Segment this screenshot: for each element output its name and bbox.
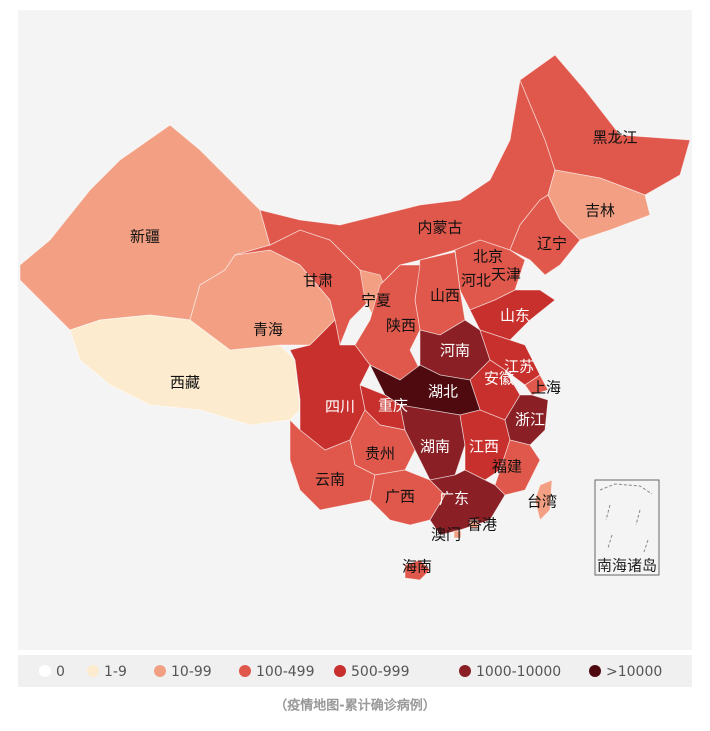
caption: （疫情地图-累计确诊病例） (274, 698, 435, 714)
province (469, 519, 479, 529)
province-label: 浙江 (515, 411, 545, 429)
province-label: 甘肃 (303, 272, 333, 290)
province-label: 青海 (253, 321, 283, 339)
legend-label: 1-9 (104, 664, 127, 680)
legend-swatch (239, 665, 251, 677)
province (453, 530, 462, 539)
province-label: 内蒙古 (417, 219, 462, 237)
inset-label: 南海诸岛 (597, 557, 657, 575)
province-label: 西藏 (170, 374, 200, 392)
province-label: 广西 (385, 488, 415, 506)
province-label: 贵州 (365, 445, 395, 463)
province-label: 福建 (492, 458, 522, 476)
province (509, 194, 581, 276)
province-label: 山东 (500, 307, 530, 325)
province-label: 江西 (469, 438, 499, 456)
legend: 0 1-9 10-99 100-499 500-999 1000-10000 >10000 (39, 664, 662, 680)
province-label: 香港 (467, 516, 497, 534)
province-layer (19, 54, 691, 581)
province (404, 559, 431, 581)
legend-label: 10-99 (171, 664, 212, 680)
province-label: 四川 (325, 398, 355, 416)
province-label: 云南 (315, 471, 345, 489)
legend-label: 1000-10000 (476, 664, 561, 680)
province-label: 湖南 (420, 438, 450, 456)
province (429, 469, 506, 536)
legend-label: 500-999 (351, 664, 410, 680)
legend-swatch (334, 665, 346, 677)
legend-bar (18, 655, 692, 687)
province-label: 江苏 (504, 358, 534, 376)
legend-label: >10000 (606, 664, 662, 680)
province-label: 辽宁 (537, 235, 567, 253)
legend-swatch (459, 665, 471, 677)
province-label: 陕西 (386, 317, 416, 335)
legend-swatch (154, 665, 166, 677)
legend-swatch (87, 665, 99, 677)
legend-swatch (39, 665, 51, 677)
province-label: 重庆 (378, 397, 408, 415)
province-label: 广东 (439, 490, 469, 508)
province-label: 山西 (430, 287, 460, 305)
province (289, 319, 371, 451)
province-label: 北京 (473, 248, 503, 266)
south-sea-inset: 南海诸岛 (594, 479, 660, 576)
province-label: 澳门 (431, 526, 461, 544)
province-label: 黑龙江 (592, 129, 637, 147)
legend-swatch (589, 665, 601, 677)
province (524, 374, 549, 396)
province-label: 河南 (440, 342, 470, 360)
inset-islands (599, 483, 653, 553)
province-label: 安徽 (484, 370, 514, 388)
province-label: 宁夏 (361, 292, 391, 310)
province-label: 上海 (531, 379, 561, 397)
province (354, 264, 421, 381)
province (519, 54, 691, 196)
province-label: 湖北 (428, 383, 458, 401)
province-label: 天津 (491, 266, 521, 284)
province-label: 新疆 (130, 228, 160, 246)
province (534, 479, 553, 521)
province-label: 海南 (402, 558, 432, 576)
province-label: 河北 (461, 272, 491, 290)
province-label: 吉林 (585, 202, 615, 220)
legend-label: 0 (56, 664, 65, 680)
inset-frame (594, 479, 660, 576)
legend-label: 100-499 (256, 664, 315, 680)
province-label: 台湾 (527, 493, 557, 511)
